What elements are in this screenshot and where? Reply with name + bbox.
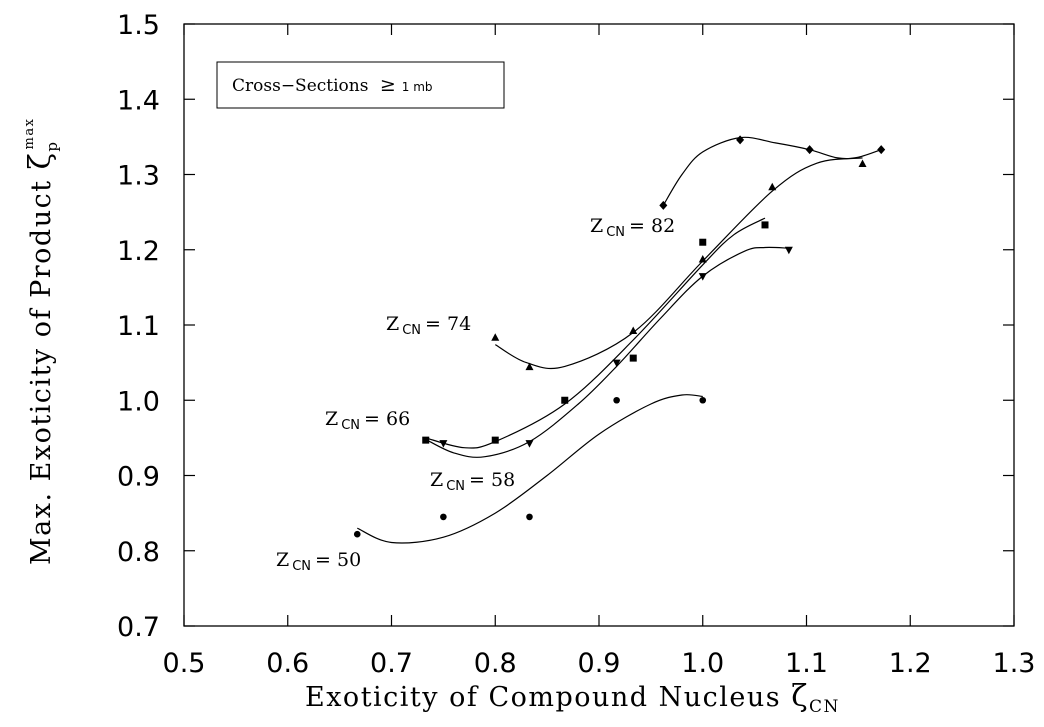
data-point-triangle-up [858,159,867,167]
data-point-diamond [877,145,886,155]
series-labels: Z CN = 50 Z CN = 58 Z CN = 66 Z CN = 74 Z CN = 82 [276,215,675,574]
y-tick-labels: 0.7 0.8 0.9 1.0 1.1 1.2 1.3 1.4 1.5 [117,10,160,643]
y-tick-label: 1.3 [117,161,160,192]
x-tick-label: 0.8 [474,648,517,679]
y-axis-title: Max. Exoticity of Product ζpmax [22,118,61,565]
data-point-triangle-down [784,246,793,255]
fit-curve [357,394,703,544]
data-point-triangle-up [491,333,500,341]
series-label: Z CN = 50 [276,549,361,574]
y-tick-label: 1.2 [117,236,160,267]
data-point-square [699,238,707,246]
x-axis-title: Exoticity of Compound Nucleus ζCN [305,679,840,717]
data-point-diamond [736,135,745,145]
y-tick-label: 0.7 [117,612,160,643]
data-point-triangle-down [698,273,707,281]
fit-curve [425,246,789,458]
data-point-triangle-down [439,440,448,448]
data-point-circle [526,513,533,521]
legend-frame [216,61,505,109]
y-tick-label: 0.9 [117,462,160,493]
data-point-triangle-down [612,359,621,368]
data-point-diamond [659,200,668,210]
data-point-circle [440,513,447,521]
series-label: Z CN = 66 [325,408,410,433]
x-tick-labels: 0.5 0.6 0.7 0.8 0.9 1.0 1.1 1.2 1.3 [163,648,1036,679]
x-tick-label: 0.5 [163,648,206,679]
data-point-square [761,221,769,229]
plot-frame [183,23,1015,627]
data-point-triangle-up [768,182,777,191]
data-point-triangle-up [698,255,707,263]
fit-curve [494,157,863,370]
legend-box: Cross−Sections ≥1 mb [216,61,505,109]
data-point-triangle-down [525,440,534,448]
data-point-triangle-up [629,326,638,335]
data-markers [353,135,886,538]
data-point-square [561,396,569,404]
data-point-diamond [805,145,814,155]
series-label: Z CN = 82 [590,215,675,240]
data-point-square [491,436,499,444]
y-tick-label: 1.1 [117,311,160,342]
x-tick-label: 0.7 [370,648,413,679]
data-point-circle [613,396,620,404]
series-label: Z CN = 74 [386,313,471,338]
data-point-circle [699,396,707,404]
x-tick-label: 1.2 [889,648,932,679]
data-point-square [422,436,430,444]
data-point-circle [353,530,361,538]
x-tick-label: 1.1 [785,648,828,679]
axis-ticks [183,23,1015,627]
fit-curve [662,136,882,206]
y-tick-label: 1.4 [117,85,160,116]
y-tick-label: 1.5 [117,10,160,41]
x-tick-label: 0.6 [266,648,309,679]
data-point-triangle-up [525,362,534,371]
x-tick-label: 1.3 [993,648,1036,679]
fit-curve [425,217,766,449]
x-tick-label: 1.0 [681,648,724,679]
data-point-square [629,354,637,362]
x-tick-label: 0.9 [578,648,621,679]
y-tick-label: 0.8 [117,537,160,568]
legend-text: Cross−Sections ≥1 mb [232,74,433,96]
y-tick-label: 1.0 [117,386,160,417]
series-label: Z CN = 58 [430,469,515,494]
